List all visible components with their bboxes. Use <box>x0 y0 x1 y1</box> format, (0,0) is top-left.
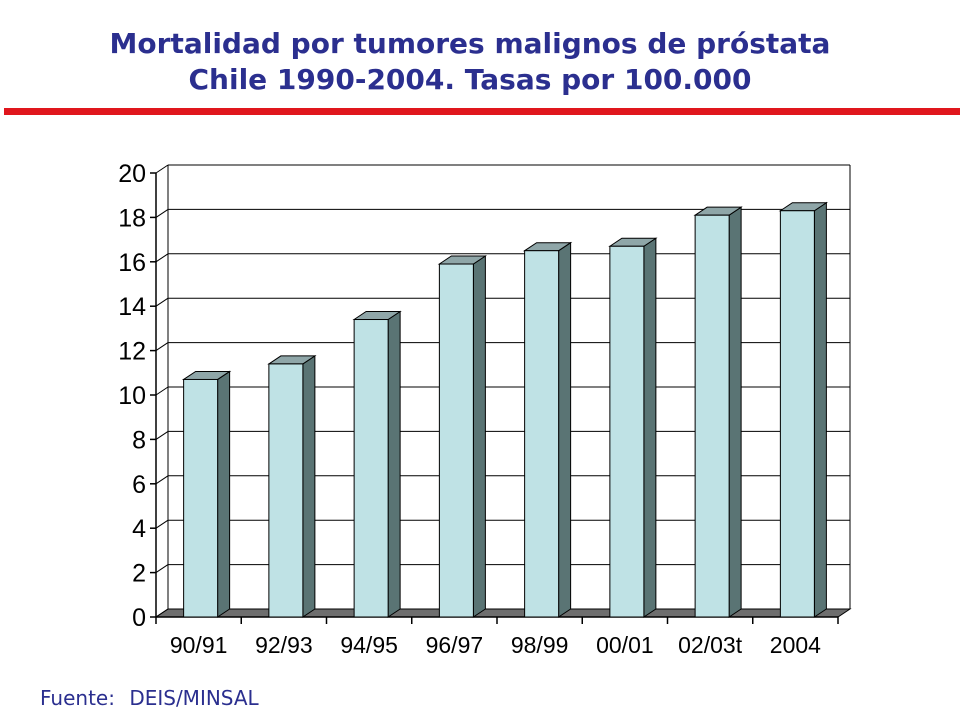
bar-side-face <box>558 241 572 618</box>
bar <box>522 241 573 618</box>
y-tick-label: 0 <box>132 604 146 632</box>
y-depth-line <box>155 430 169 440</box>
bar <box>608 237 658 618</box>
bar-side-face <box>813 201 827 618</box>
bar <box>181 370 232 618</box>
bar-front-face <box>694 214 730 618</box>
y-tick-label: 18 <box>118 204 146 232</box>
y-tick-label: 4 <box>132 515 146 543</box>
y-depth-line <box>155 386 169 396</box>
y-tick-label: 12 <box>118 338 146 366</box>
x-tick-label: 90/91 <box>170 632 228 658</box>
bar-front-face <box>183 378 219 618</box>
chart-title: Mortalidad por tumores malignos de próst… <box>0 26 940 98</box>
x-tick-label: 92/93 <box>255 632 313 658</box>
y-depth-line <box>155 164 169 174</box>
x-tick-label: 00/01 <box>596 632 654 658</box>
bar-side-face <box>302 354 316 618</box>
bar <box>267 354 317 618</box>
source-note: Fuente: DEIS/MINSAL <box>40 686 259 710</box>
bar <box>437 255 488 618</box>
y-tick-label: 10 <box>118 382 146 410</box>
x-tick-label: 02/03t <box>678 632 743 658</box>
bar-side-face <box>728 206 742 618</box>
x-tick-label: 2004 <box>770 632 821 658</box>
bar-side-face <box>472 255 486 618</box>
x-tick-labels: 90/91 92/93 94/95 96/97 98/99 00/01 02/03t 2004 <box>170 632 821 658</box>
bar-front-face <box>353 319 389 618</box>
bar <box>693 206 743 618</box>
source-value: DEIS/MINSAL <box>129 686 259 710</box>
bar-front-face <box>779 210 815 618</box>
bar-front-face <box>609 245 645 618</box>
y-tick-labels: 0 2 4 6 8 10 12 14 16 18 20 <box>118 160 146 632</box>
source-label: Fuente: <box>40 686 115 710</box>
chart-title-line-2: Chile 1990-2004. Tasas por 100.000 <box>188 63 752 96</box>
y-depth-line <box>155 297 169 307</box>
y-depth-line <box>155 608 169 618</box>
title-divider <box>4 108 960 115</box>
x-tick-label: 94/95 <box>340 632 398 658</box>
bar-side-face <box>217 370 231 618</box>
y-tick-label: 8 <box>132 426 146 454</box>
bar-front-face <box>524 250 560 618</box>
y-depth-line <box>155 475 169 485</box>
bar-side-face <box>387 310 401 618</box>
y-tick-label: 2 <box>132 560 146 588</box>
bars <box>181 201 829 618</box>
y-depth-line <box>155 564 169 574</box>
bar <box>352 310 402 618</box>
bar-front-face <box>268 363 304 618</box>
y-tick-label: 6 <box>132 471 146 499</box>
y-depth-line <box>155 519 169 529</box>
bar <box>778 201 829 618</box>
bar-front-face <box>438 263 474 618</box>
chart-title-line-1: Mortalidad por tumores malignos de próst… <box>109 27 831 60</box>
y-tick-label: 20 <box>118 160 146 188</box>
axes <box>150 164 852 624</box>
x-tick-label: 98/99 <box>511 632 569 658</box>
x-tick-label: 96/97 <box>426 632 484 658</box>
y-depth-line <box>155 253 169 263</box>
bar-side-face <box>643 237 657 618</box>
y-depth-line <box>155 342 169 352</box>
y-tick-label: 14 <box>118 293 146 321</box>
y-depth-line <box>155 208 169 218</box>
y-tick-label: 16 <box>118 249 146 277</box>
chart-floor <box>154 608 852 618</box>
